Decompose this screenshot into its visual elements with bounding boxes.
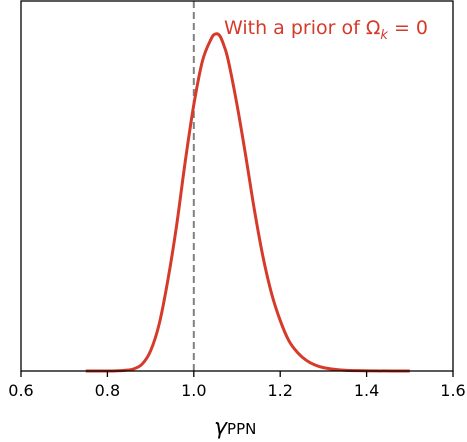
prior-annotation-subscript: k (380, 28, 388, 43)
x-axis-label: γPPN (214, 415, 256, 440)
prior-annotation-suffix: = 0 (388, 17, 428, 39)
x-tick-label-4: 1.4 (354, 381, 379, 400)
x-axis: 0.6 0.8 1.0 1.2 1.4 1.6 (8, 371, 466, 400)
x-axis-label-symbol: γ (214, 415, 228, 440)
plot-layer (85, 1, 410, 373)
prior-annotation: With a prior of Ωk = 0 (224, 17, 428, 43)
series-line-0 (85, 32, 410, 373)
x-tick-label-0: 0.6 (8, 381, 33, 400)
x-tick-label-3: 1.2 (267, 381, 292, 400)
x-tick-label-1: 0.8 (95, 381, 120, 400)
x-axis-label-subscript: PPN (227, 420, 256, 438)
x-tick-label-5: 1.6 (440, 381, 465, 400)
prior-annotation-prefix: With a prior of Ω (224, 17, 380, 39)
x-tick-label-2: 1.0 (181, 381, 206, 400)
plot-frame (20, 0, 454, 372)
